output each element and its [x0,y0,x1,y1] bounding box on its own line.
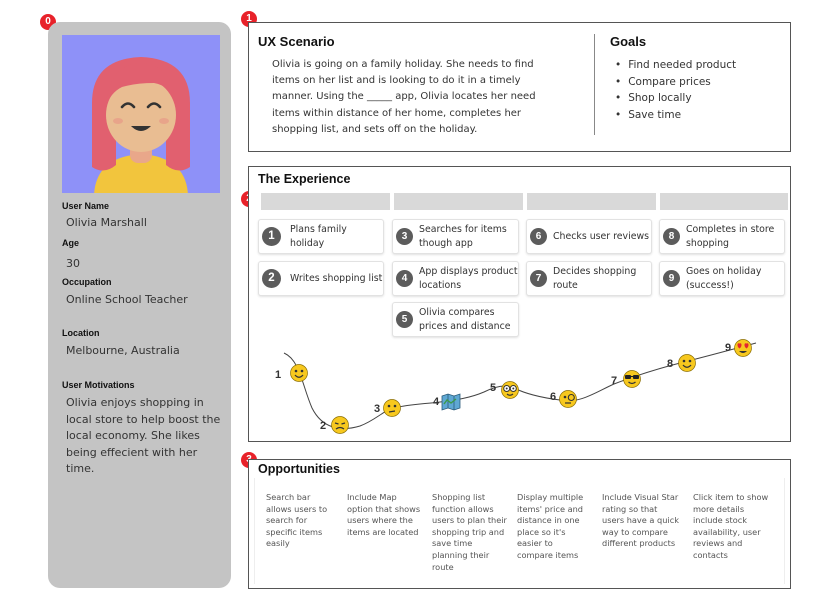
step-number: 9 [663,270,680,287]
journey-number: 5 [490,382,496,394]
step-number: 1 [262,227,281,246]
step-label: Goes on holiday (success!) [686,265,762,291]
neutral-face-icon [383,399,401,417]
goal-item: Save time [615,107,736,124]
journey-number: 9 [725,342,731,354]
step-number: 3 [396,228,413,245]
goal-item: Shop locally [615,90,736,107]
opportunity-item: Click item to show more details include … [693,492,769,560]
stage-bar [394,193,523,210]
opportunities-title: Opportunities [258,462,340,476]
goal-item: Find needed product [615,57,736,74]
step-label: Olivia compares prices and distance [419,306,511,332]
motivations-label: User Motivations [62,380,135,390]
stage-bar [660,193,788,210]
step-label: Checks user reviews [553,230,650,242]
location-label: Location [62,328,100,338]
occupation-value: Online School Teacher [66,293,188,306]
step-number: 2 [262,269,281,288]
opportunity-item: Include Visual Star rating so that users… [602,492,679,549]
step-card-3: 3 Searches for items though app [392,219,519,254]
step-card-1: 1 Plans family holiday [258,219,384,254]
step-label: Plans family holiday [290,223,347,249]
goals-list: Find needed product Compare prices Shop … [615,57,736,123]
sunglasses-face-icon [623,370,641,388]
step-number: 4 [396,270,413,287]
stage-bar [527,193,656,210]
opportunities-divider [784,478,785,584]
step-label: App displays product locations [419,265,518,291]
stage-bar [261,193,390,210]
journey-number: 6 [550,391,556,403]
opportunity-item: Shopping list function allows users to p… [432,492,507,572]
step-label: Writes shopping list [290,272,383,284]
step-card-7: 7 Decides shopping route [526,261,652,296]
step-card-2: 2 Writes shopping list [258,261,384,296]
step-number: 7 [530,270,547,287]
goal-item: Compare prices [615,74,736,91]
experience-box [248,166,791,442]
scenario-divider [594,34,595,135]
scenario-text: Olivia is going on a family holiday. She… [272,59,536,135]
avatar-illustration [92,57,190,193]
opportunities-divider [254,478,255,584]
goals-title: Goals [610,34,647,49]
opportunity-item: Search bar allows users to search for sp… [266,492,328,549]
step-card-6: 6 Checks user reviews [526,219,652,254]
opportunities-box [248,459,791,589]
journey-number: 2 [320,420,326,432]
step-card-4: 4 App displays product locations [392,261,519,296]
journey-number: 8 [667,358,673,370]
step-label: Decides shopping route [553,265,637,291]
smiling-face-icon [678,354,696,372]
map-icon [441,393,461,411]
journey-number: 4 [433,396,440,408]
heart-eyes-face-icon [734,339,752,357]
opportunity-item: Include Map option that shows users wher… [347,492,421,537]
step-number: 6 [530,228,547,245]
step-card-9: 9 Goes on holiday (success!) [659,261,785,296]
step-card-5: 5 Olivia compares prices and distance [392,302,519,337]
motivations-text: Olivia enjoys shopping in local store to… [66,396,221,475]
occupation-label: Occupation [62,277,112,287]
username-value: Olivia Marshall [66,216,147,229]
step-number: 8 [663,228,680,245]
username-label: User Name [62,201,110,211]
journey-number: 1 [275,369,281,381]
step-card-8: 8 Completes in store shopping [659,219,785,254]
opportunity-item: Display multiple items' price and distan… [517,492,584,560]
smiling-face-icon [290,364,308,382]
avatar [62,35,220,193]
sad-face-icon [331,416,349,434]
step-label: Completes in store shopping [686,223,775,249]
journey-number: 3 [374,403,380,415]
location-value: Melbourne, Australia [66,344,180,357]
age-label: Age [62,238,80,248]
scenario-title: UX Scenario [258,34,335,49]
persona-card: User Name Olivia Marshall Age 30 Occupat… [48,22,231,588]
step-label: Searches for items though app [419,223,507,249]
journey-number: 7 [611,375,617,387]
step-number: 5 [396,311,413,328]
age-value: 30 [66,257,80,270]
nerd-face-icon [501,381,519,399]
monocle-face-icon [559,390,577,408]
experience-title: The Experience [258,172,351,186]
